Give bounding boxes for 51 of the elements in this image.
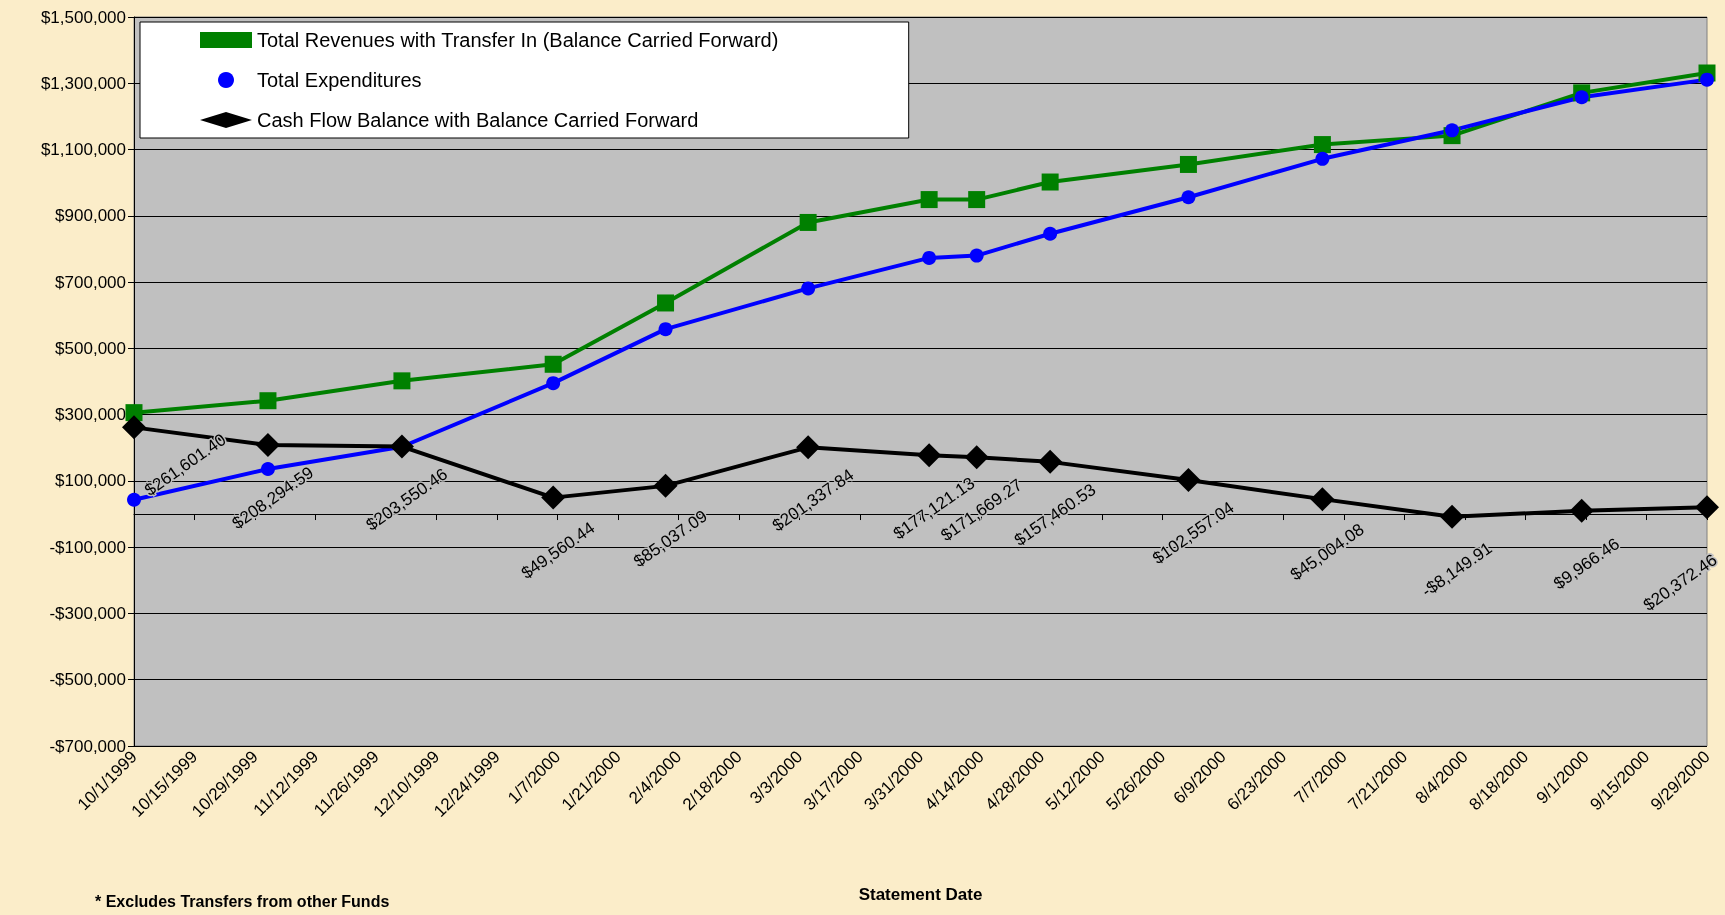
text: * Excludes Transfers from other Funds (95, 892, 390, 910)
point (1315, 151, 1330, 166)
point (127, 492, 141, 507)
point (920, 191, 938, 209)
y-tick-label: -$500,000 (49, 670, 126, 690)
point (389, 434, 414, 459)
point (541, 485, 566, 510)
point (1041, 173, 1059, 191)
point (917, 443, 942, 468)
point (1179, 155, 1197, 173)
legend-label: Cash Flow Balance with Balance Carried Forward (257, 109, 699, 131)
y-tick-label: $1,100,000 (40, 140, 126, 160)
point (1181, 190, 1196, 205)
point (799, 213, 817, 231)
point (1445, 123, 1460, 138)
point (657, 294, 675, 312)
point (964, 445, 989, 470)
point (544, 355, 562, 373)
y-tick-label: $500,000 (55, 338, 126, 358)
point (546, 376, 561, 391)
point (922, 250, 937, 265)
point (259, 392, 277, 410)
point (1695, 495, 1719, 520)
point (796, 435, 821, 460)
y-tick-label: $900,000 (55, 206, 126, 226)
point (255, 433, 280, 458)
point (1310, 487, 1335, 512)
legend-label: Total Revenues with Transfer In (Balance Carried Forward) (257, 29, 779, 51)
legend-label: Total Expenditures (257, 69, 422, 91)
point (1440, 504, 1465, 529)
point (969, 248, 984, 263)
point (393, 372, 411, 390)
y-tick-label: $1,300,000 (40, 73, 126, 93)
point (1700, 72, 1714, 87)
y-tick-label: $1,500,000 (40, 7, 126, 27)
y-tick-label: $100,000 (55, 471, 126, 491)
x-axis-title: Statement Date (858, 885, 983, 904)
y-tick-label: -$300,000 (49, 603, 126, 623)
point (1574, 90, 1589, 105)
point (1038, 449, 1063, 474)
point (1313, 136, 1331, 154)
y-tick-label: $700,000 (55, 272, 126, 292)
point (658, 322, 673, 337)
point (1176, 468, 1201, 493)
y-tick-label: -$100,000 (49, 537, 126, 557)
point (1569, 498, 1594, 523)
point (1043, 226, 1058, 241)
point (968, 191, 986, 209)
y-tick-label: $300,000 (55, 405, 126, 425)
point (801, 281, 816, 296)
point (653, 473, 678, 498)
